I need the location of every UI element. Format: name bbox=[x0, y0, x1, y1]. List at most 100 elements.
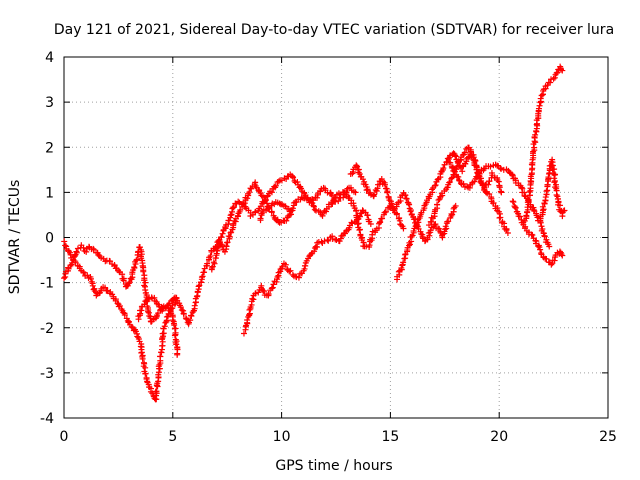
data-point-marker bbox=[551, 177, 558, 184]
data-point-marker bbox=[210, 259, 217, 266]
data-point-marker bbox=[550, 75, 557, 82]
data-point-marker bbox=[221, 248, 228, 255]
data-point-marker bbox=[461, 149, 468, 156]
data-point-marker bbox=[486, 191, 493, 198]
data-point-marker bbox=[208, 264, 215, 271]
data-point-marker bbox=[252, 208, 259, 215]
data-point-marker bbox=[373, 187, 380, 194]
data-point-marker bbox=[435, 197, 442, 204]
data-point-marker bbox=[363, 187, 370, 194]
data-point-marker bbox=[136, 244, 143, 251]
data-point-marker bbox=[142, 370, 149, 377]
data-point-marker bbox=[340, 194, 347, 201]
data-point-marker bbox=[352, 189, 359, 196]
data-point-marker bbox=[246, 306, 253, 313]
data-point-marker bbox=[554, 69, 561, 76]
data-point-marker bbox=[537, 246, 544, 253]
data-point-marker bbox=[451, 168, 458, 175]
data-point-marker bbox=[83, 248, 90, 255]
data-point-marker bbox=[384, 189, 391, 196]
data-point-marker bbox=[145, 308, 152, 315]
y-tick-label: 2 bbox=[45, 140, 54, 156]
data-point-marker bbox=[169, 317, 176, 324]
data-point-marker bbox=[141, 282, 148, 289]
data-point-marker bbox=[275, 178, 282, 185]
data-point-marker bbox=[195, 283, 202, 290]
x-tick-label: 20 bbox=[490, 429, 508, 445]
data-point-marker bbox=[551, 74, 558, 81]
data-point-marker bbox=[381, 181, 388, 188]
x-tick-label: 25 bbox=[599, 429, 617, 445]
data-point-marker bbox=[159, 305, 166, 312]
data-point-marker bbox=[510, 198, 517, 205]
data-point-marker bbox=[142, 364, 149, 371]
data-point-marker bbox=[225, 233, 232, 240]
data-point-marker bbox=[187, 317, 194, 324]
data-point-marker bbox=[323, 208, 330, 215]
data-point-marker bbox=[235, 198, 242, 205]
data-point-marker bbox=[483, 189, 490, 196]
data-point-marker bbox=[224, 239, 231, 246]
data-point-marker bbox=[310, 203, 317, 210]
data-point-marker bbox=[536, 102, 543, 109]
data-point-marker bbox=[133, 257, 140, 264]
data-point-marker bbox=[120, 277, 127, 284]
data-point-marker bbox=[497, 164, 504, 171]
data-point-marker bbox=[412, 223, 419, 230]
data-point-marker bbox=[509, 198, 516, 205]
data-point-marker bbox=[539, 203, 546, 210]
data-point-marker bbox=[61, 238, 68, 245]
data-point-marker bbox=[223, 242, 230, 249]
data-point-marker bbox=[546, 243, 553, 250]
data-point-marker bbox=[325, 237, 332, 244]
data-point-marker bbox=[255, 289, 262, 296]
data-point-marker bbox=[161, 323, 168, 330]
data-point-marker bbox=[211, 260, 218, 267]
data-point-marker bbox=[452, 152, 459, 159]
data-point-marker bbox=[268, 189, 275, 196]
data-point-marker bbox=[543, 188, 550, 195]
y-axis-label: SDTVAR / TECUs bbox=[7, 180, 23, 295]
data-point-marker bbox=[551, 166, 558, 173]
data-point-marker bbox=[244, 317, 251, 324]
data-point-marker bbox=[265, 291, 272, 298]
data-point-marker bbox=[246, 189, 253, 196]
data-point-marker bbox=[552, 171, 559, 178]
data-point-marker bbox=[402, 192, 409, 199]
data-point-marker bbox=[403, 195, 410, 202]
data-point-marker bbox=[364, 212, 371, 219]
x-tick-label: 10 bbox=[273, 429, 291, 445]
y-tick-label: 0 bbox=[45, 231, 54, 247]
data-point-marker bbox=[553, 192, 560, 199]
data-point-marker bbox=[498, 165, 505, 172]
data-point-marker bbox=[178, 306, 185, 313]
data-point-marker bbox=[319, 212, 326, 219]
data-point-marker bbox=[74, 245, 81, 252]
data-point-marker bbox=[497, 214, 504, 221]
data-point-marker bbox=[457, 180, 464, 187]
data-point-marker bbox=[535, 105, 542, 112]
data-point-marker bbox=[485, 181, 492, 188]
data-point-marker bbox=[311, 248, 318, 255]
data-point-marker bbox=[425, 222, 432, 229]
data-point-marker bbox=[446, 178, 453, 185]
data-point-marker bbox=[393, 211, 400, 218]
data-point-marker bbox=[171, 332, 178, 339]
data-point-marker bbox=[446, 179, 453, 186]
x-tick-labels: 0 5 10 15 20 25 bbox=[60, 429, 617, 445]
x-tick-label: 0 bbox=[60, 429, 69, 445]
data-point-marker bbox=[474, 174, 481, 181]
data-point-marker bbox=[431, 182, 438, 189]
data-point-marker bbox=[448, 175, 455, 182]
data-point-marker bbox=[244, 195, 251, 202]
data-point-marker bbox=[442, 223, 449, 230]
data-point-marker bbox=[487, 163, 494, 170]
data-point-marker bbox=[541, 233, 548, 240]
data-point-marker bbox=[268, 285, 275, 292]
y-tick-label: -1 bbox=[40, 276, 54, 292]
data-point-marker bbox=[230, 204, 237, 211]
data-point-marker bbox=[490, 199, 497, 206]
data-point-marker bbox=[400, 225, 407, 232]
data-point-marker bbox=[270, 281, 277, 288]
data-point-marker bbox=[87, 275, 94, 282]
